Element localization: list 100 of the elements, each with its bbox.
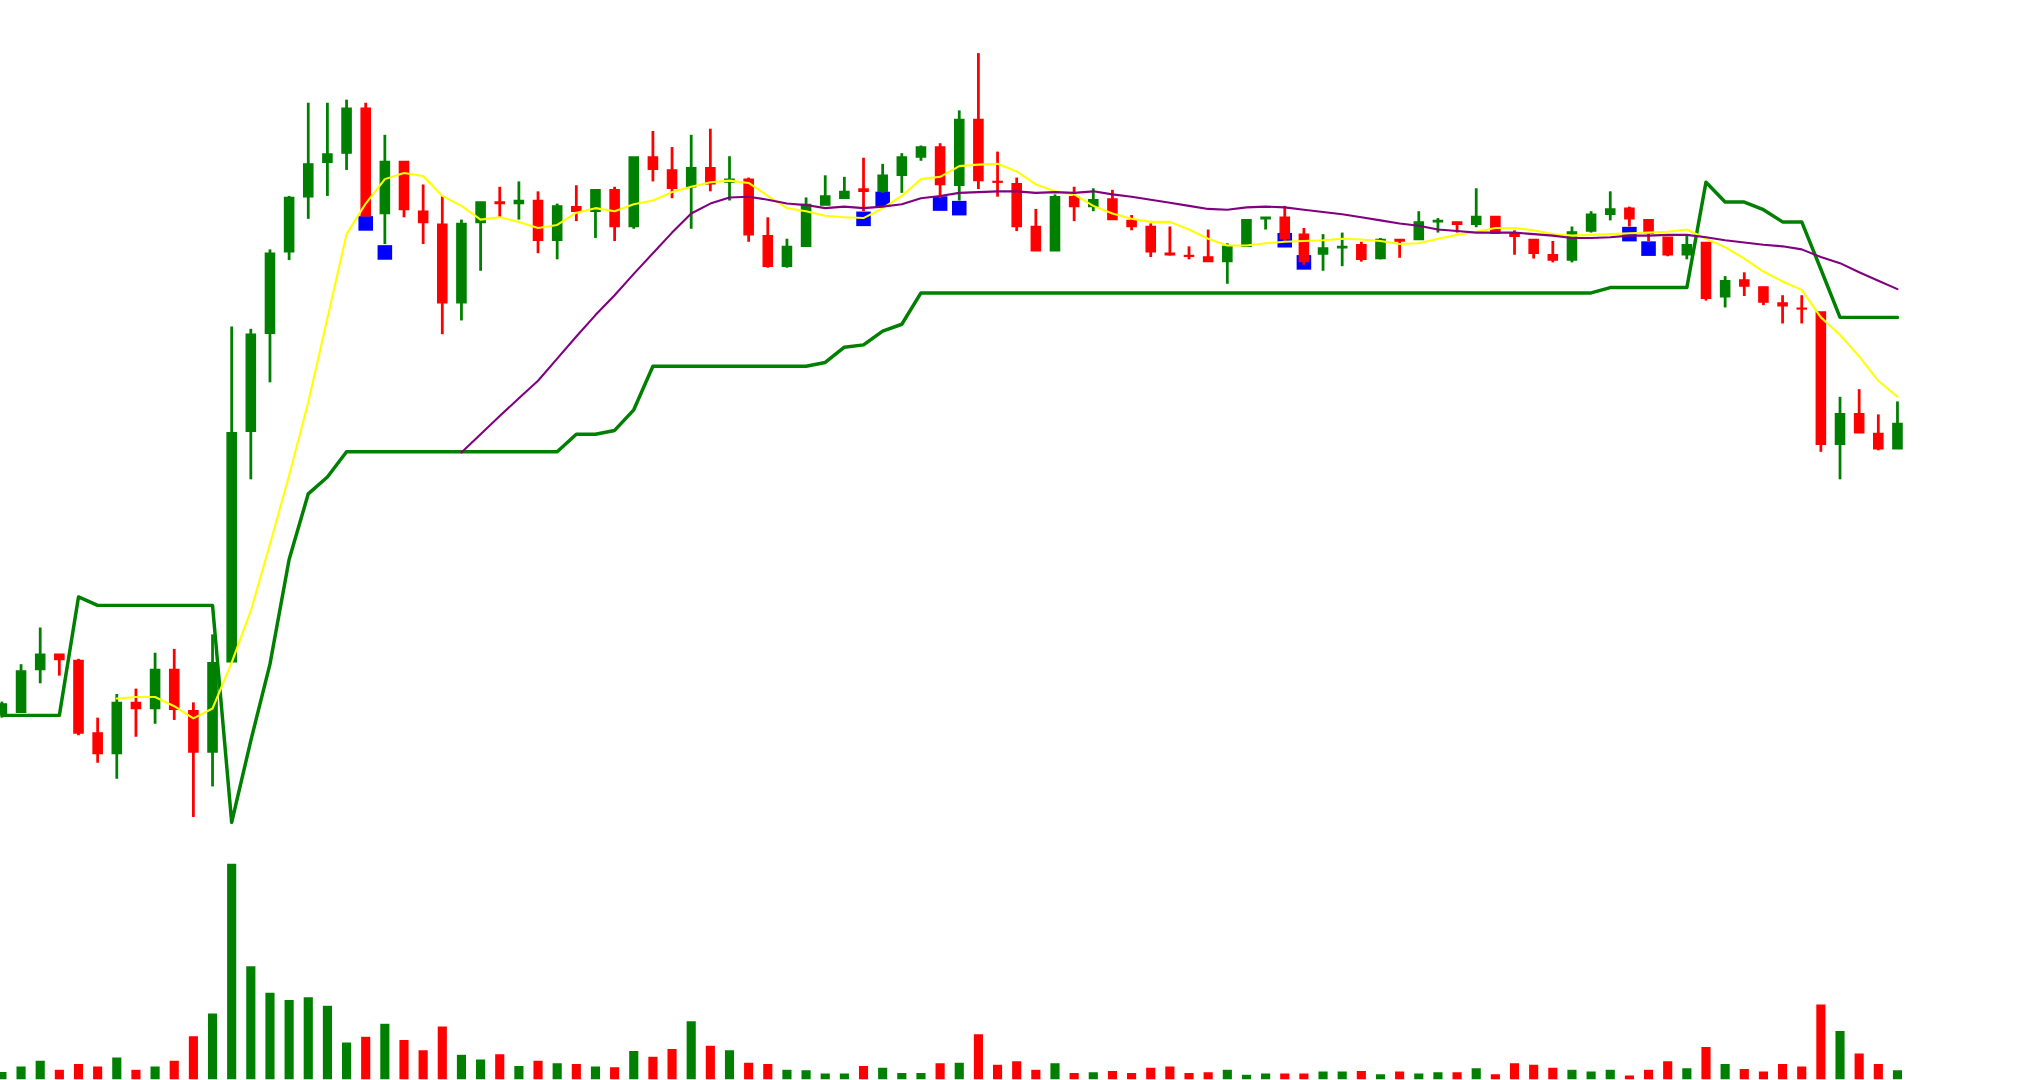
bar xyxy=(972,1032,985,1080)
bar xyxy=(34,1059,47,1080)
bar xyxy=(1776,1062,1789,1080)
bar xyxy=(953,1061,966,1080)
candlestick xyxy=(417,183,429,246)
bar xyxy=(1029,1068,1042,1080)
bar xyxy=(1221,1068,1234,1080)
bar xyxy=(1259,1072,1272,1080)
bar xyxy=(264,991,276,1080)
candlestick xyxy=(839,175,850,200)
bar xyxy=(493,1052,506,1080)
candlestick xyxy=(571,183,582,223)
bar xyxy=(1393,1070,1406,1080)
bar xyxy=(1068,1071,1081,1080)
candlestick xyxy=(1336,231,1348,268)
candlestick xyxy=(590,187,601,240)
bar xyxy=(1317,1070,1330,1080)
bar xyxy=(915,1071,927,1080)
bar xyxy=(1106,1069,1119,1080)
bar xyxy=(1757,1070,1770,1080)
bar xyxy=(1661,1059,1674,1080)
point xyxy=(358,216,373,231)
bar xyxy=(398,1038,410,1080)
bar xyxy=(474,1058,487,1080)
candlestick xyxy=(1681,234,1693,261)
bar xyxy=(723,1048,736,1080)
bar xyxy=(1872,1062,1885,1080)
bar xyxy=(206,1012,219,1080)
bar xyxy=(838,1072,851,1080)
bar xyxy=(1527,1063,1540,1080)
bar xyxy=(742,1061,755,1080)
bar xyxy=(168,1059,181,1080)
candlestick xyxy=(1662,235,1673,258)
bar xyxy=(1700,1045,1712,1080)
bar xyxy=(1642,1068,1655,1080)
candlestick xyxy=(34,626,46,685)
bar xyxy=(1183,1071,1195,1080)
bar xyxy=(1680,1066,1693,1080)
candlestick xyxy=(130,687,142,739)
candlestick xyxy=(92,716,103,765)
bar xyxy=(1049,1061,1061,1080)
candlestick xyxy=(1604,189,1616,222)
bar xyxy=(1278,1072,1291,1080)
bar xyxy=(1585,1070,1598,1080)
bar xyxy=(1010,1059,1023,1080)
bar xyxy=(1853,1052,1866,1080)
bar xyxy=(1623,1074,1636,1080)
candlestick xyxy=(1470,186,1482,229)
bar xyxy=(1297,1072,1310,1080)
bar xyxy=(436,1025,449,1080)
candlestick xyxy=(494,185,506,219)
candlestick xyxy=(475,200,486,273)
bar xyxy=(1814,1003,1827,1080)
bar xyxy=(1451,1070,1464,1080)
candlestick xyxy=(819,173,831,207)
bar xyxy=(149,1065,162,1080)
candlestick xyxy=(1758,285,1769,307)
bar xyxy=(1566,1068,1578,1080)
candlestick xyxy=(54,652,65,678)
bar xyxy=(1489,1072,1502,1080)
candlestick xyxy=(781,237,793,270)
point xyxy=(875,191,890,207)
candlestick xyxy=(1585,209,1597,234)
bar xyxy=(1202,1070,1215,1080)
bar xyxy=(417,1048,430,1080)
bar xyxy=(819,1072,832,1080)
bar xyxy=(876,1066,889,1080)
bar xyxy=(1546,1066,1559,1080)
bar xyxy=(91,1065,104,1080)
candlestick xyxy=(647,129,659,183)
bar xyxy=(321,1004,334,1080)
bar xyxy=(685,1019,698,1080)
bar xyxy=(1604,1068,1617,1080)
point xyxy=(377,245,393,260)
bar xyxy=(627,1049,640,1080)
bar xyxy=(570,1062,583,1080)
bar xyxy=(1738,1067,1751,1080)
bar xyxy=(1336,1070,1349,1080)
candlestick xyxy=(1777,293,1788,325)
point xyxy=(951,200,967,216)
point xyxy=(932,196,948,211)
candlestick xyxy=(896,151,908,195)
bar xyxy=(857,1064,870,1080)
candlestick xyxy=(1719,274,1731,309)
bar xyxy=(1163,1065,1176,1080)
candlestick xyxy=(1394,238,1405,260)
bar xyxy=(780,1068,793,1080)
bar xyxy=(1834,1029,1846,1080)
bar xyxy=(1374,1072,1387,1080)
bar xyxy=(15,1065,28,1080)
bar xyxy=(551,1061,564,1080)
candlestick xyxy=(1873,413,1884,452)
bar xyxy=(800,1068,813,1080)
candlestick xyxy=(1202,228,1214,264)
bar xyxy=(340,1041,353,1080)
point xyxy=(1641,241,1656,256)
candlestick xyxy=(1796,293,1808,325)
bar xyxy=(1508,1061,1521,1080)
bar xyxy=(244,964,257,1080)
bar xyxy=(1891,1068,1904,1080)
